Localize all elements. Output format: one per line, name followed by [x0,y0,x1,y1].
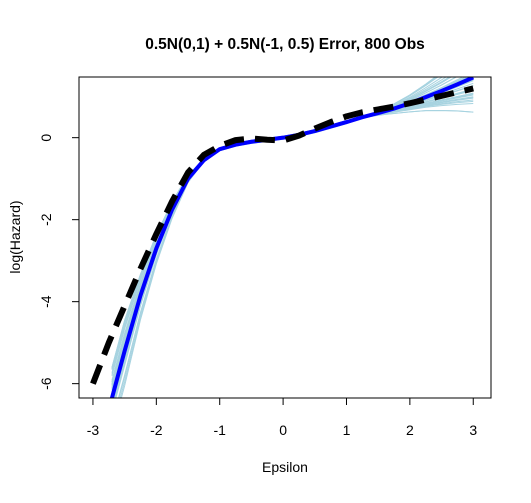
y-tick-label: -4 [38,295,54,308]
y-axis: -6 -4 -2 0 [38,134,80,390]
x-tick-label: -1 [213,422,226,438]
x-tick-label: -3 [87,422,100,438]
x-axis-label: Epsilon [262,459,308,475]
y-tick-label: 0 [38,134,54,142]
x-axis: -3 -2 -1 0 1 2 3 [87,397,477,438]
main-series-layer [90,77,475,398]
y-axis-label: log(Hazard) [7,200,23,273]
x-tick-label: 0 [279,422,287,438]
y-tick-label: -2 [38,213,54,226]
y-tick-label: -6 [38,377,54,390]
x-tick-label: -2 [150,422,163,438]
chart-title: 0.5N(0,1) + 0.5N(-1, 0.5) Error, 800 Obs [145,36,425,53]
x-tick-label: 3 [469,422,477,438]
x-tick-label: 1 [343,422,351,438]
true-log-hazard-dashed-line [90,85,474,385]
x-tick-label: 2 [406,422,414,438]
